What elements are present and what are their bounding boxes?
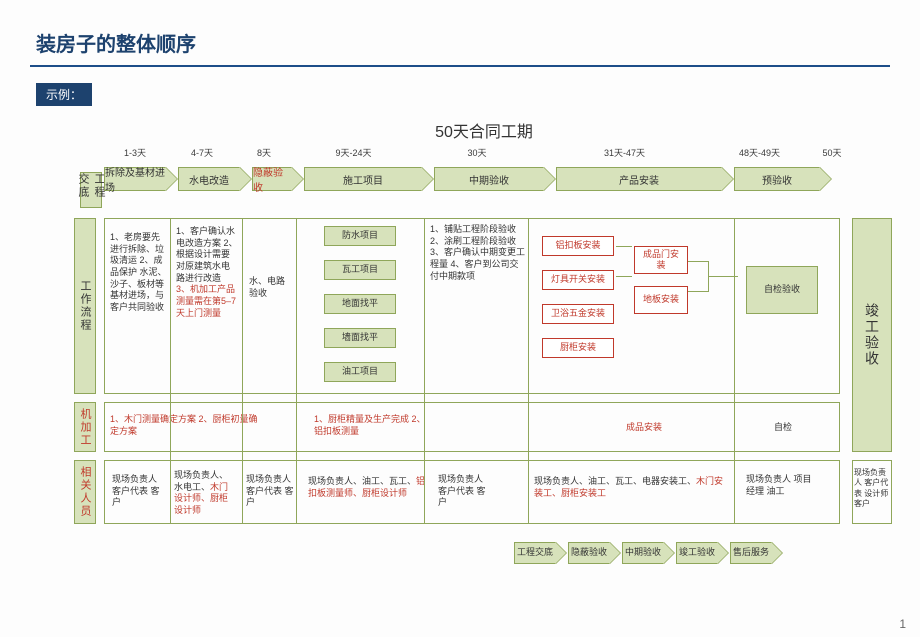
install-box: 灯具开关安装 bbox=[542, 270, 614, 290]
wf-task-box: 瓦工项目 bbox=[324, 260, 396, 280]
phase-arrow: 产品安装 bbox=[556, 167, 722, 191]
pp-c5: 现场负责人 客户代表 客户 bbox=[438, 474, 492, 509]
divider bbox=[734, 218, 735, 524]
install-box: 厨柜安装 bbox=[542, 338, 614, 358]
row-label: 相关人员 bbox=[74, 460, 96, 524]
wf-task-box: 油工项目 bbox=[324, 362, 396, 382]
wf-task-box: 墙面找平 bbox=[324, 328, 396, 348]
row-label: 机加工 bbox=[74, 402, 96, 452]
timeline-day: 8天 bbox=[238, 146, 290, 159]
bottom-phase-arrow: 中期验收 bbox=[622, 542, 664, 564]
flow-diagram: 50天合同工期 1-3天4-7天8天9天-24天30天31天-47天48天-49… bbox=[74, 118, 894, 197]
install-box: 地板安装 bbox=[634, 286, 688, 314]
chart-title: 50天合同工期 bbox=[74, 118, 894, 142]
pp-c4: 现场负责人、油工、瓦工、铝扣板测量师、厨柜设计师 bbox=[308, 476, 428, 499]
timeline-day-row: 1-3天4-7天8天9天-24天30天31天-47天48天-49天50天 bbox=[104, 146, 894, 159]
wf-col3: 水、电路验收 bbox=[249, 276, 289, 299]
example-tag: 示例： bbox=[36, 83, 92, 106]
intro-vertical-label: 工程交底 bbox=[80, 172, 102, 208]
timeline-day: 50天 bbox=[807, 146, 857, 159]
divider bbox=[170, 218, 171, 524]
phase-arrow: 拆除及基材进场 bbox=[104, 167, 166, 191]
phase-arrow: 隐蔽验收 bbox=[252, 167, 292, 191]
bottom-phase-arrow: 竣工验收 bbox=[676, 542, 718, 564]
connector bbox=[616, 276, 632, 277]
timeline-day: 1-3天 bbox=[104, 146, 166, 159]
wf-task-box: 防水项目 bbox=[324, 226, 396, 246]
wf-col2: 1、客户确认水电改造方案 2、根据设计需要对原建筑水电路进行改造3、机加工产品测… bbox=[176, 226, 238, 320]
phase-arrow: 水电改造 bbox=[178, 167, 240, 191]
timeline-day: 48天-49天 bbox=[712, 146, 807, 159]
phase-arrow: 预验收 bbox=[734, 167, 820, 191]
divider bbox=[296, 218, 297, 524]
bottom-phase-arrow: 售后服务 bbox=[730, 542, 772, 564]
phase-arrow: 中期验收 bbox=[434, 167, 544, 191]
timeline-day: 4-7天 bbox=[166, 146, 238, 159]
install-box: 铝扣板安装 bbox=[542, 236, 614, 256]
row-label: 工作流程 bbox=[74, 218, 96, 394]
wf-col5: 1、铺贴工程阶段验收 2、涂刷工程阶段验收 3、客户确认中期变更工程量 4、客户… bbox=[430, 224, 526, 282]
connector bbox=[688, 261, 708, 262]
install-box: 成品门安装 bbox=[634, 246, 688, 274]
page-title: 装房子的整体顺序 bbox=[0, 0, 920, 65]
title-underline bbox=[30, 65, 890, 67]
final-acceptance-box: 竣工验收 bbox=[852, 218, 892, 452]
pp-c1: 现场负责人 客户代表 客户 bbox=[112, 474, 166, 509]
pp-c8: 现场负责人 客户代表 设计师 客户 bbox=[854, 468, 892, 510]
phase-arrow: 施工项目 bbox=[304, 167, 422, 191]
pp-c2: 现场负责人、 水电工、木门设计师、厨柜设计师 bbox=[174, 470, 236, 517]
bottom-arrow-row: 工程交底隐蔽验收中期验收竣工验收售后服务 bbox=[514, 542, 784, 564]
timeline-day: 9天-24天 bbox=[290, 146, 417, 159]
wf-col7-box: 自检验收 bbox=[746, 266, 818, 314]
pp-c6: 现场负责人、油工、瓦工、电器安装工、木门安装工、厨柜安装工 bbox=[534, 476, 724, 499]
wf-col1: 1、老房要先进行拆除、垃圾清运 2、成品保护 水泥、沙子、板材等基材进场，与客户… bbox=[110, 232, 168, 314]
page-number: 1 bbox=[899, 617, 906, 631]
bottom-phase-arrow: 工程交底 bbox=[514, 542, 556, 564]
mach-c4: 1、厨柜精量及生产完成 2、铝扣板测量 bbox=[314, 414, 434, 437]
divider bbox=[424, 218, 425, 524]
divider bbox=[528, 218, 529, 524]
connector bbox=[616, 246, 632, 247]
timeline-day: 31天-47天 bbox=[537, 146, 712, 159]
connector bbox=[688, 291, 708, 292]
pp-c7: 现场负责人 项目经理 油工 bbox=[746, 474, 814, 497]
timeline-day: 30天 bbox=[417, 146, 537, 159]
mach-c1: 1、木门测量确定方案 2、厨柜初量确定方案 bbox=[110, 414, 260, 437]
mach-c7: 自检 bbox=[774, 422, 824, 434]
pp-c3: 现场负责人 客户代表 客户 bbox=[246, 474, 300, 509]
divider bbox=[242, 218, 243, 524]
mach-c6: 成品安装 bbox=[604, 422, 684, 434]
phase-arrow-row: 拆除及基材进场水电改造隐蔽验收施工项目中期验收产品安装预验收 bbox=[104, 161, 894, 197]
install-box: 卫浴五金安装 bbox=[542, 304, 614, 324]
bottom-phase-arrow: 隐蔽验收 bbox=[568, 542, 610, 564]
wf-task-box: 地面找平 bbox=[324, 294, 396, 314]
